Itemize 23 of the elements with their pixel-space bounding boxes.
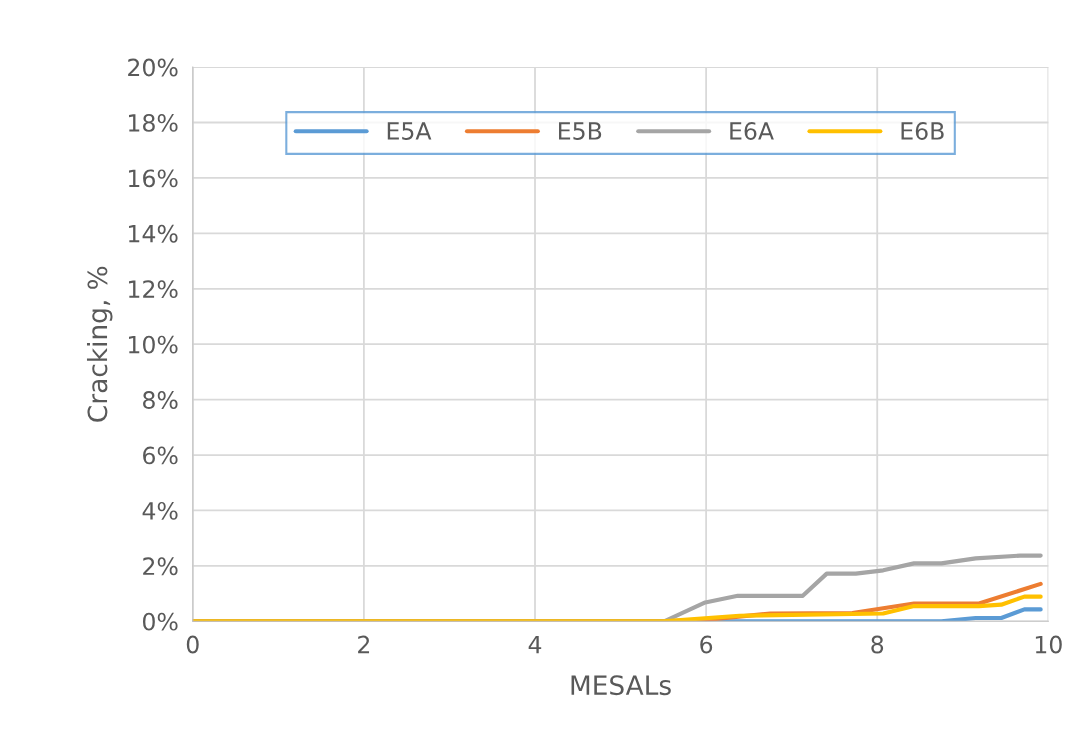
x-tick-label: 10 bbox=[1035, 635, 1062, 654]
legend-label: E6A bbox=[730, 122, 774, 140]
x-tick-label: 0 bbox=[186, 635, 199, 654]
y-tick-label: 0% bbox=[142, 612, 178, 631]
x-tick-label: 8 bbox=[871, 635, 884, 654]
y-tick-label: 20% bbox=[128, 58, 178, 77]
legend-label: E5B bbox=[559, 122, 602, 140]
x-tick-label: 4 bbox=[528, 635, 542, 654]
legend-label: E6B bbox=[901, 122, 944, 140]
y-tick-label: 12% bbox=[129, 280, 178, 299]
y-axis-title: Cracking, % bbox=[86, 266, 113, 422]
x-axis-title: MESALs bbox=[571, 675, 671, 696]
legend-label: E5A bbox=[387, 122, 432, 140]
y-tick-label: 14% bbox=[129, 224, 178, 243]
x-tick-label: 2 bbox=[358, 635, 370, 654]
y-tick-label: 16% bbox=[129, 169, 178, 188]
y-tick-label: 8% bbox=[143, 391, 178, 409]
y-tick-label: 6% bbox=[143, 446, 178, 465]
y-tick-label: 18% bbox=[129, 113, 178, 132]
y-tick-label: 4% bbox=[142, 501, 178, 520]
y-tick-label: 10% bbox=[129, 335, 178, 354]
y-tick-label: 2% bbox=[143, 557, 178, 576]
x-tick-label: 6 bbox=[700, 635, 713, 654]
